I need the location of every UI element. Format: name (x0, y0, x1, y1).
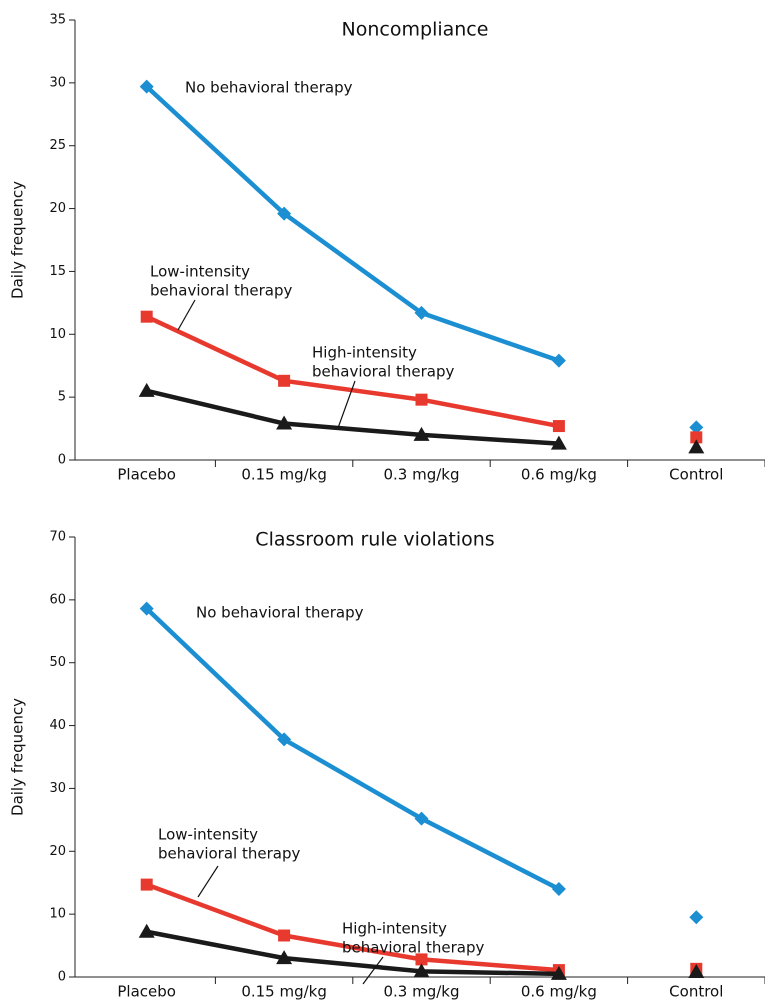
marker (413, 963, 430, 978)
y-tick-label: 5 (58, 390, 66, 405)
marker (551, 882, 566, 896)
y-axis-label: Daily frequency (9, 698, 27, 816)
annotation: No behavioral therapy (196, 604, 364, 622)
marker (276, 415, 293, 430)
y-tick-label: 0 (58, 453, 66, 468)
marker (138, 382, 155, 397)
marker (690, 431, 703, 444)
x-tick-label: 0.6 mg/kg (521, 983, 597, 1001)
y-tick-label: 20 (49, 844, 66, 859)
marker (413, 426, 430, 441)
y-tick-label: 30 (49, 781, 66, 796)
marker (278, 374, 291, 387)
marker (552, 420, 565, 433)
y-tick-label: 15 (49, 264, 66, 279)
marker (414, 305, 429, 320)
leader-line (177, 299, 196, 331)
y-tick-label: 0 (58, 970, 66, 985)
annotation: behavioral therapy (342, 939, 484, 957)
x-tick-label: Control (669, 466, 723, 484)
chart-title: Classroom rule violations (255, 529, 494, 551)
annotation: behavioral therapy (312, 363, 454, 381)
annotation: High-intensity (342, 920, 447, 938)
annotation: behavioral therapy (158, 845, 300, 863)
leader-line (337, 380, 356, 429)
series-line (146, 388, 560, 446)
x-tick-label: 0.3 mg/kg (383, 466, 459, 484)
marker (689, 910, 704, 925)
y-tick-label: 20 (49, 201, 66, 216)
y-tick-label: 35 (49, 13, 66, 28)
marker (551, 353, 566, 368)
marker (688, 963, 705, 978)
y-tick-label: 50 (49, 655, 66, 670)
marker (550, 435, 567, 450)
series-line (145, 607, 560, 892)
x-tick-label: 0.15 mg/kg (241, 983, 327, 1001)
series-line (146, 929, 559, 977)
marker (138, 923, 155, 938)
marker (140, 878, 153, 891)
marker (276, 950, 293, 965)
x-tick-label: Control (669, 983, 723, 1001)
marker (414, 811, 429, 826)
y-tick-label: 70 (49, 530, 66, 545)
marker (277, 732, 292, 747)
marker (277, 206, 292, 221)
marker (140, 310, 153, 323)
y-tick-label: 10 (49, 907, 66, 922)
leader-line (362, 956, 384, 985)
y-tick-label: 60 (49, 592, 66, 607)
x-tick-label: 0.6 mg/kg (521, 466, 597, 484)
annotation: No behavioral therapy (185, 79, 353, 97)
leader-line (197, 865, 219, 898)
series-line (145, 882, 560, 973)
x-tick-label: Placebo (117, 466, 176, 484)
annotation: behavioral therapy (150, 282, 292, 300)
y-tick-label: 25 (49, 138, 66, 153)
y-tick-label: 10 (49, 327, 66, 342)
annotation: Low-intensity (158, 826, 258, 844)
series-line (145, 314, 560, 429)
marker (415, 393, 428, 406)
y-axis-label: Daily frequency (9, 181, 27, 299)
marker (139, 601, 154, 616)
y-tick-label: 30 (49, 75, 66, 90)
annotation: Low-intensity (150, 263, 250, 281)
marker (139, 79, 154, 94)
marker (550, 965, 567, 980)
chart-title: Noncompliance (342, 19, 489, 41)
marker (278, 929, 291, 942)
marker (415, 953, 428, 966)
marker (688, 439, 705, 454)
x-tick-label: 0.15 mg/kg (241, 466, 327, 484)
y-tick-label: 40 (49, 718, 66, 733)
series-line (145, 84, 560, 363)
annotation: High-intensity (312, 344, 417, 362)
x-tick-label: Placebo (117, 983, 176, 1001)
marker (689, 420, 704, 435)
x-tick-label: 0.3 mg/kg (383, 983, 459, 1001)
